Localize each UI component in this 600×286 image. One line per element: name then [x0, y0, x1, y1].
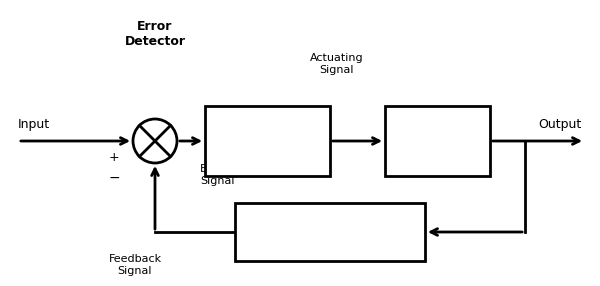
Text: Controller: Controller [228, 134, 307, 148]
Text: Actuating
Signal: Actuating Signal [310, 53, 364, 75]
Text: Feedback
Signal: Feedback Signal [109, 254, 161, 276]
Text: Output: Output [538, 118, 581, 131]
FancyBboxPatch shape [205, 106, 330, 176]
Text: Plant: Plant [417, 134, 458, 148]
Text: Error
Detector: Error Detector [125, 20, 185, 48]
Text: Input: Input [18, 118, 50, 131]
Text: +: + [109, 152, 119, 164]
FancyBboxPatch shape [235, 203, 425, 261]
Text: Error
Signal: Error Signal [200, 164, 235, 186]
Text: −: − [108, 171, 120, 185]
FancyBboxPatch shape [385, 106, 490, 176]
Text: Feedback
Elements: Feedback Elements [293, 217, 367, 247]
